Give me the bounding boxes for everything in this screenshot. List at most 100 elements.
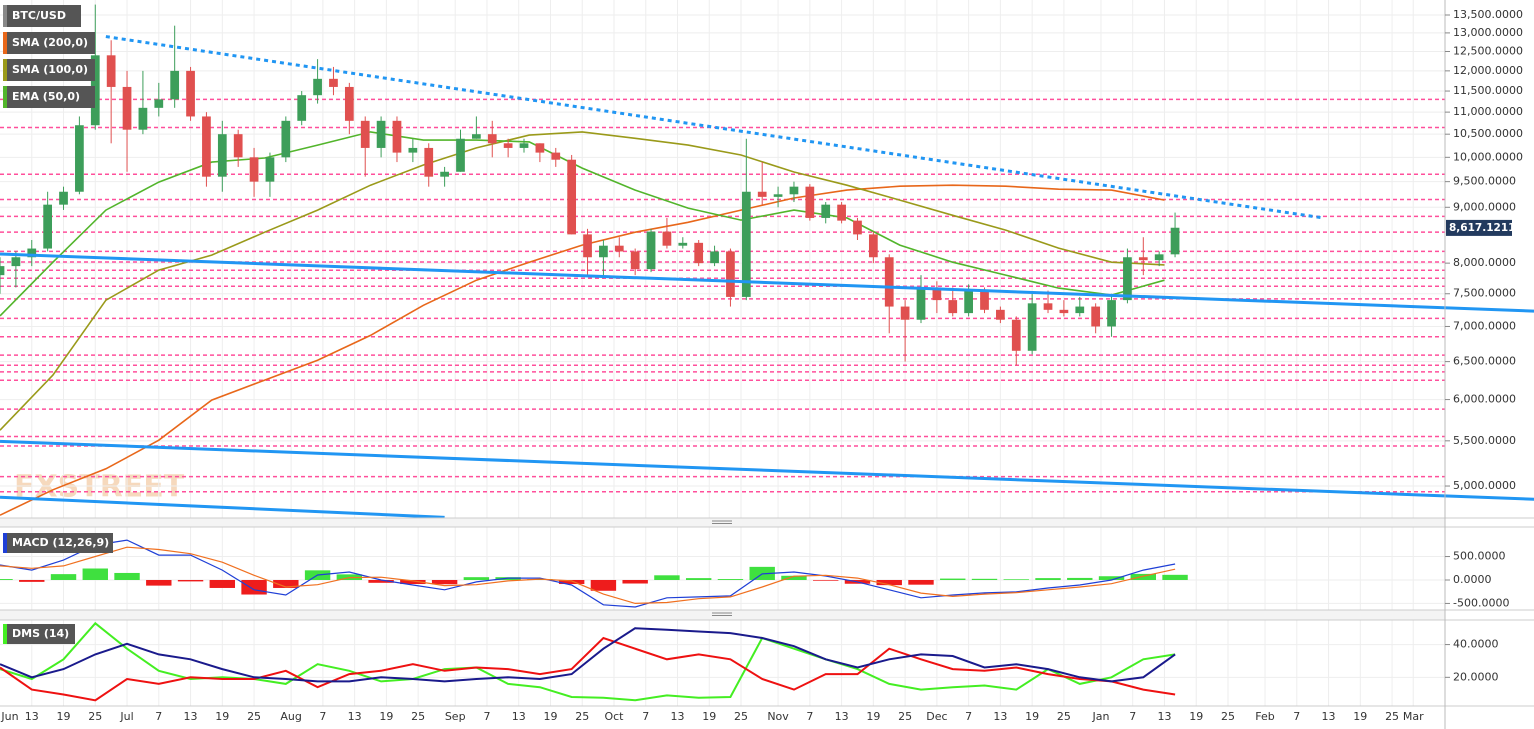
legend-stripe: [3, 59, 7, 81]
histogram-bar: [685, 578, 712, 580]
legend-box[interactable]: SMA (200,0): [3, 32, 95, 54]
moving-average-line: [0, 184, 1165, 516]
legend-box[interactable]: SMA (100,0): [3, 59, 95, 81]
candle-body: [43, 204, 53, 249]
histogram-bar: [368, 579, 394, 583]
histogram-bar: [654, 575, 680, 580]
panel-separator[interactable]: [0, 518, 1445, 527]
legend-box[interactable]: DMS (14): [3, 624, 75, 644]
indicator-line: [0, 546, 1176, 605]
candle-body: [1091, 306, 1101, 327]
candle-body: [805, 186, 815, 218]
histogram-bar: [463, 577, 490, 580]
candle-body: [821, 204, 831, 218]
trend-line: [0, 252, 1534, 313]
legend-layer: SMA (200,0) SMA (100,0) EMA (50,0) 8,617.12…: [3, 32, 1515, 236]
x-tick-label: Oct: [604, 710, 624, 723]
candle-body: [741, 191, 751, 297]
legend-box-bg: [3, 59, 95, 81]
legend-stripe: [3, 5, 7, 27]
candle-body: [583, 234, 592, 258]
y-tick-label: 8,000.0000: [1453, 256, 1516, 269]
histogram-bar: [1162, 574, 1188, 580]
x-tick-label: Feb: [1255, 710, 1274, 723]
candle-body: [424, 147, 434, 177]
y-tick-label: 5,000.0000: [1453, 479, 1516, 492]
y-tick-label: 13,500.0000: [1453, 8, 1523, 21]
x-tick-label: 13: [993, 710, 1007, 723]
y-tick-label: 12,500.0000: [1453, 45, 1523, 58]
histogram-bar: [400, 579, 426, 585]
candle-body: [996, 309, 1005, 320]
histogram-bar: [146, 579, 172, 586]
histogram-bar: [19, 579, 45, 582]
candle-body: [487, 134, 497, 144]
x-tick-label: 13: [184, 710, 198, 723]
x-tick-label: 13: [1157, 710, 1171, 723]
candle-body: [853, 220, 862, 235]
candle-body: [1138, 257, 1148, 261]
legend-stripe: [3, 86, 7, 108]
legend-box-bg: [3, 5, 81, 27]
histogram-bar: [590, 579, 617, 591]
candle-body: [376, 120, 386, 148]
x-tick-label: 7: [965, 710, 972, 723]
legend-box[interactable]: EMA (50,0): [3, 86, 95, 108]
x-tick-label: 7: [1293, 710, 1300, 723]
candle-body: [1075, 306, 1085, 314]
candle-body: [980, 290, 989, 310]
x-tick-label: 19: [866, 710, 880, 723]
histogram-bar: [1035, 578, 1061, 580]
candle-body: [567, 159, 577, 235]
candle-body: [456, 138, 465, 172]
legend-stripe: [3, 624, 7, 644]
x-tick-label: 19: [57, 710, 71, 723]
histogram-bar: [50, 574, 77, 580]
indicator-line: [0, 539, 1176, 608]
candle-body: [535, 143, 545, 153]
candle-body: [614, 245, 624, 252]
x-tick-label: 25: [247, 710, 261, 723]
candle-body: [1059, 309, 1069, 314]
candle-body: [202, 116, 211, 177]
candle-body: [519, 143, 529, 148]
histogram-bar: [908, 579, 934, 585]
histogram-bar: [1003, 579, 1029, 580]
y-tick-label: 40.0000: [1453, 638, 1499, 651]
candle-body: [0, 266, 5, 276]
candle-body: [281, 120, 291, 158]
indicator-line: [0, 636, 1176, 702]
x-tick-label: 7: [1129, 710, 1136, 723]
x-tick-label: 19: [1189, 710, 1203, 723]
histogram-bar: [558, 579, 585, 585]
candle-body: [773, 194, 783, 197]
x-tick-label: Jun: [0, 710, 18, 723]
x-tick-label: 7: [806, 710, 813, 723]
candle-body: [392, 120, 402, 153]
candle-body: [1011, 319, 1021, 351]
candle-body: [75, 125, 84, 192]
candle-body: [678, 242, 688, 246]
x-tick-label: Nov: [767, 710, 789, 723]
histogram-bar: [273, 579, 299, 588]
candle-body: [11, 257, 21, 267]
candle-body: [360, 120, 370, 148]
x-tick-label: 25: [575, 710, 589, 723]
trend-line: [0, 495, 445, 519]
candle-body: [472, 134, 481, 139]
candle-body: [662, 231, 672, 246]
legend-box-bg: [3, 533, 113, 553]
trend-line: [105, 35, 1324, 220]
candle-body: [122, 86, 132, 130]
x-tick-label: 19: [702, 710, 716, 723]
trend-line: [0, 439, 1534, 501]
candle-body: [138, 107, 148, 130]
y-tick-label: 11,500.0000: [1453, 84, 1523, 97]
x-tick-label: 19: [215, 710, 229, 723]
candle-body: [1123, 257, 1132, 301]
candle-body: [726, 251, 735, 297]
legend-box[interactable]: BTC/USD: [3, 5, 81, 27]
legend-box[interactable]: MACD (12,26,9): [3, 533, 113, 553]
